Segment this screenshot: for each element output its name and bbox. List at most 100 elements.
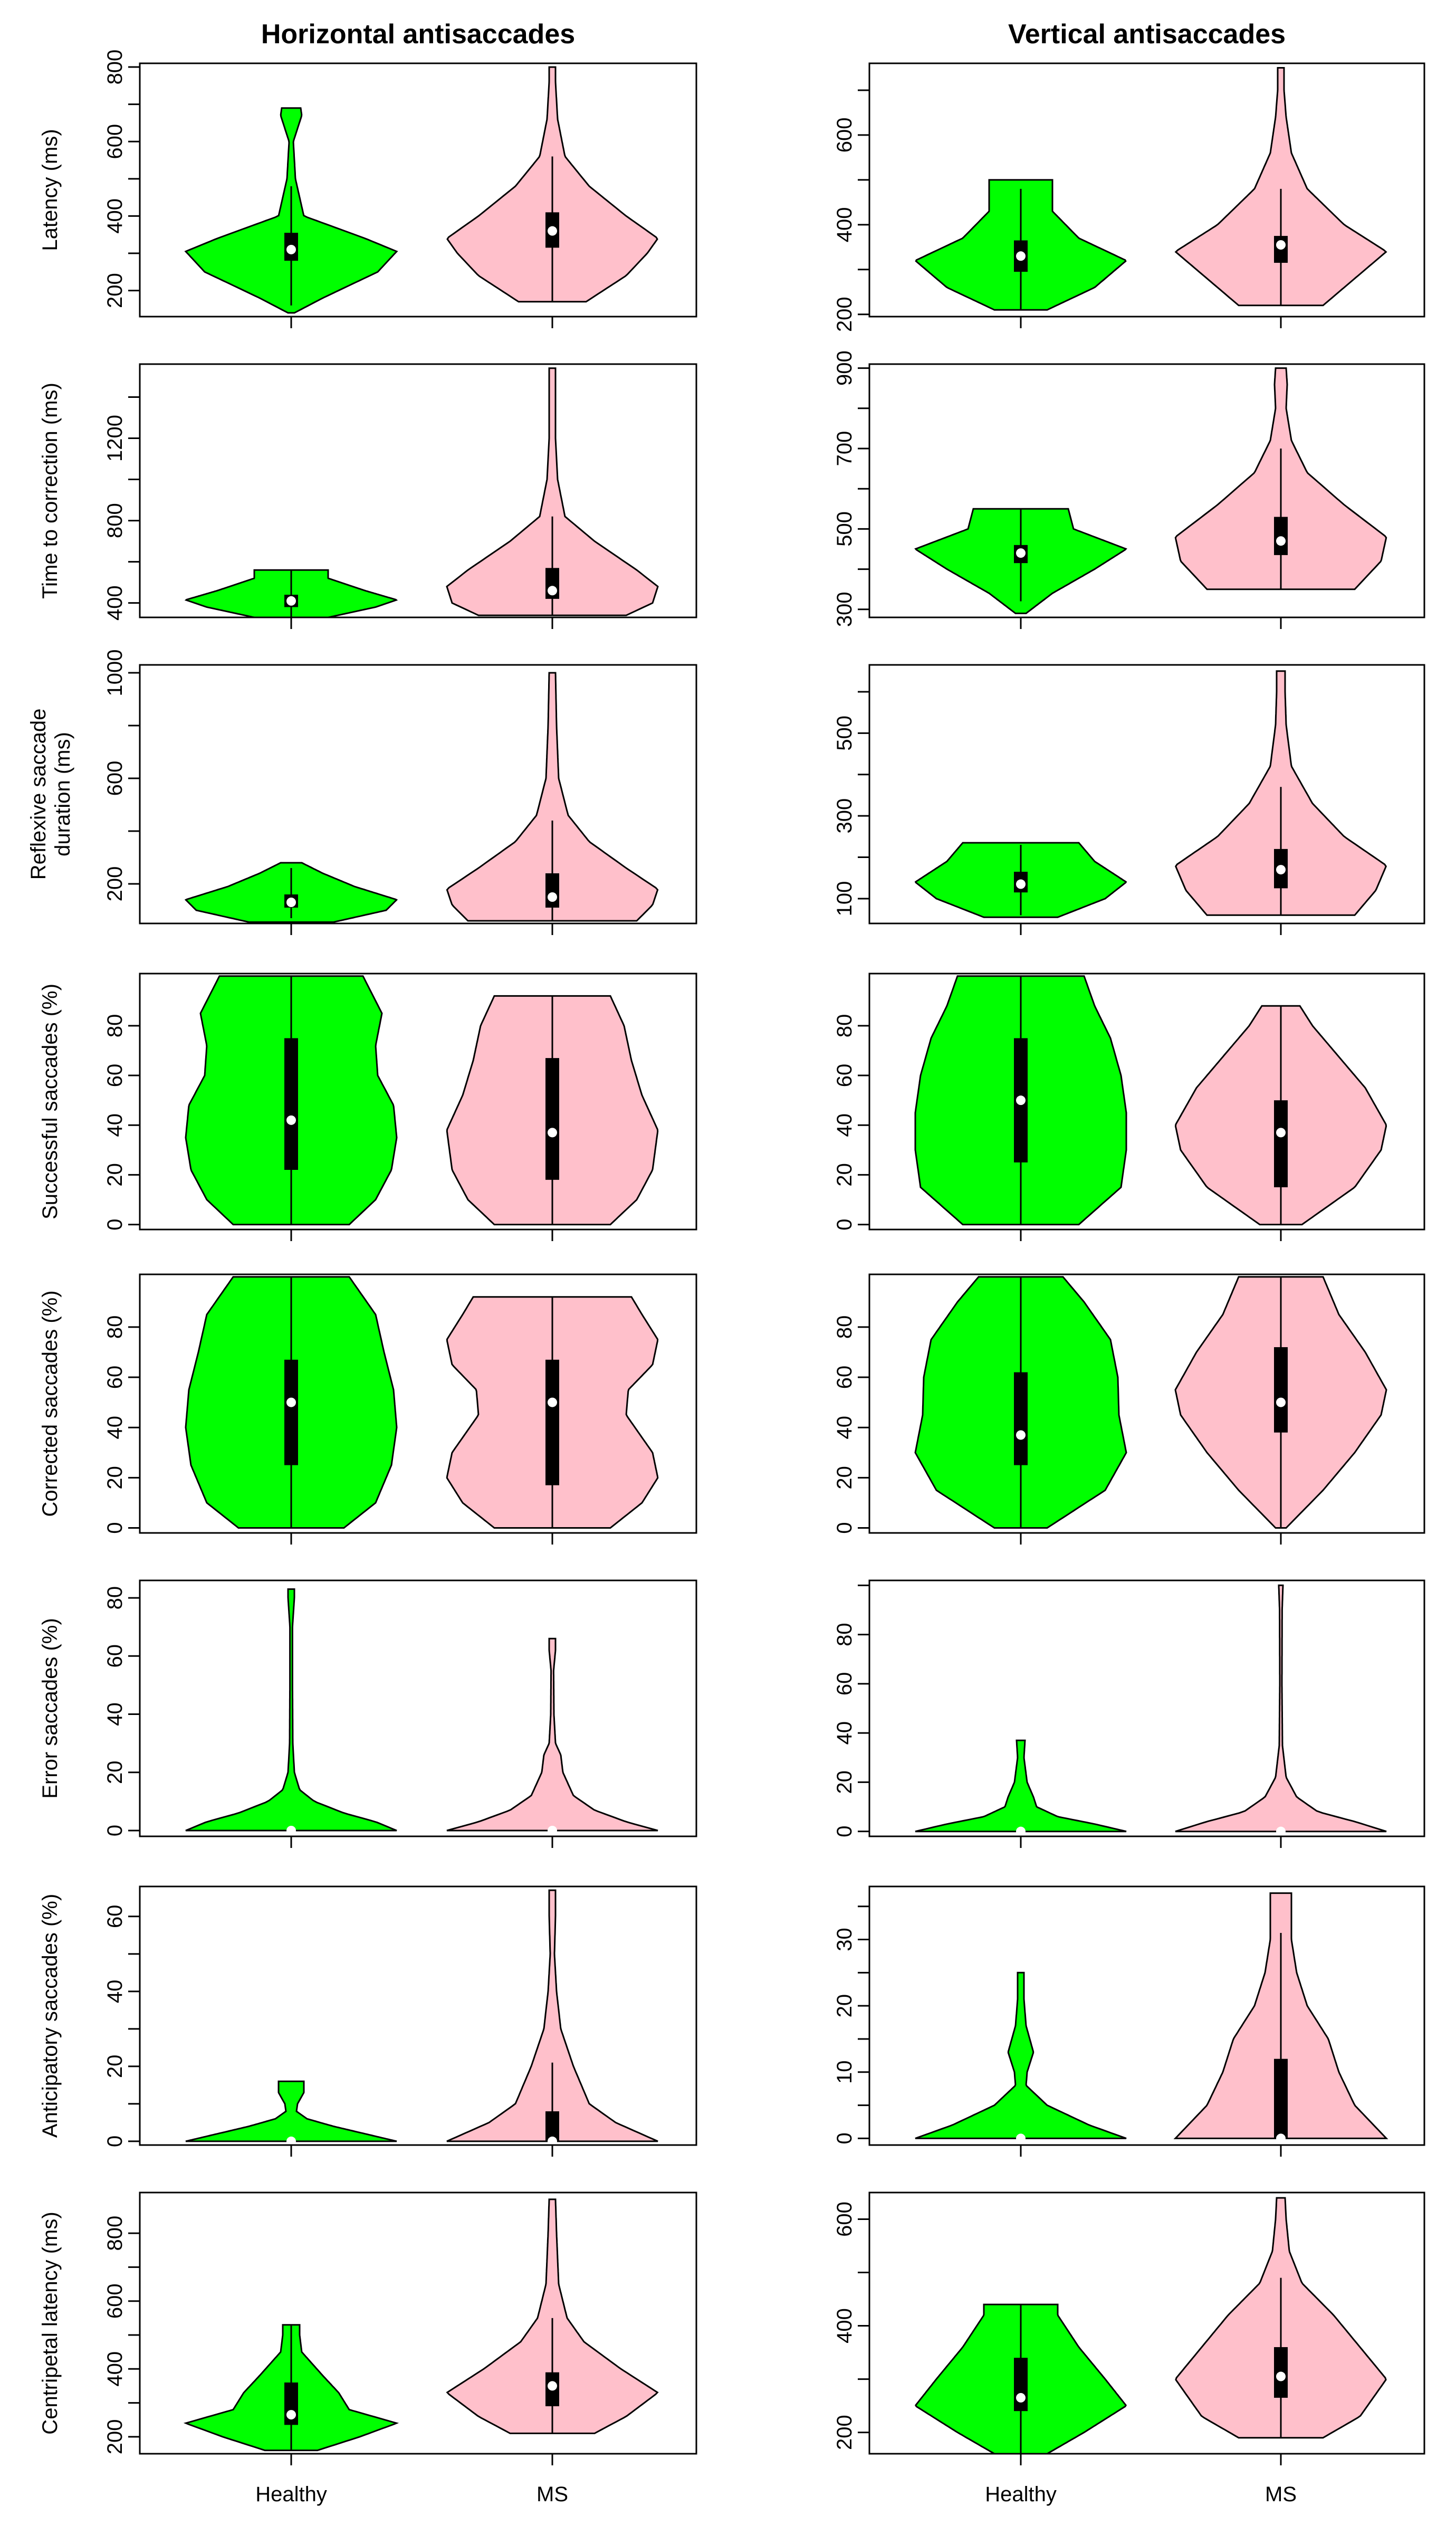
median-dot-ms	[1276, 536, 1286, 546]
y-tick-label: 0	[833, 1218, 856, 1230]
y-tick-label: 20	[103, 2055, 127, 2079]
y-tick-label: 20	[833, 1994, 856, 2018]
y-axis-label-line: Reflexive saccade	[27, 709, 50, 880]
violin-ms	[446, 1889, 658, 2142]
x-tick-label: Healthy	[985, 2483, 1057, 2506]
y-tick-label: 10	[833, 2061, 856, 2084]
panel-7: 0 20 40 60 80	[833, 973, 1425, 1241]
y-tick-label: 60	[103, 1905, 127, 1929]
median-dot-ms	[548, 1128, 557, 1138]
plot-frame	[868, 973, 1425, 1231]
iqr-box-ms	[1274, 2059, 1288, 2139]
plot-frame	[139, 1885, 697, 2146]
y-tick-label: 80	[833, 1014, 856, 1038]
y-tick-label: 40	[103, 1702, 127, 1726]
y-tick-label: 20	[103, 1163, 127, 1187]
median-dot-ms	[1276, 2371, 1286, 2381]
y-tick-label: 600	[103, 761, 127, 796]
y-tick-label: 40	[103, 1980, 127, 2004]
y-tick-label: 20	[833, 1163, 856, 1187]
y-tick-label: 200	[103, 866, 127, 902]
y-tick-label: 300	[833, 798, 856, 834]
y-tick-label: 40	[103, 1113, 127, 1137]
median-dot-healthy	[1016, 1430, 1026, 1440]
violin-ms	[446, 2198, 659, 2434]
iqr-box-ms	[545, 1359, 559, 1485]
y-tick-label: 600	[833, 118, 856, 153]
plot-frame	[139, 363, 697, 618]
plot-frame	[868, 1273, 1425, 1534]
median-dot-healthy	[286, 2410, 296, 2420]
median-dot-ms	[1276, 2133, 1286, 2143]
plot-frame	[868, 2191, 1425, 2455]
y-tick-label: 0	[103, 1522, 127, 1533]
iqr-box-ms	[1274, 1100, 1288, 1187]
y-tick-label: 500	[833, 511, 856, 547]
violin-healthy	[915, 1971, 1127, 2139]
violin-ms	[446, 1637, 658, 1832]
y-tick-label: 40	[103, 1416, 127, 1440]
y-tick-label: 60	[833, 1064, 856, 1087]
y-tick-label: 800	[103, 503, 127, 538]
y-tick-label: 20	[833, 1770, 856, 1794]
y-tick-label: 40	[833, 1113, 856, 1137]
median-dot-healthy	[286, 1397, 296, 1407]
panel-8: Corrected saccades (%) 0 20 40 60 80	[39, 1273, 697, 1545]
iqr-box-healthy	[284, 1359, 298, 1465]
iqr-box-ms	[545, 2111, 559, 2141]
panel-5: 100 300 500	[833, 664, 1425, 935]
y-tick-label: 800	[103, 2216, 127, 2251]
panel-10: Error saccades (%) 0 20 40 60 80	[39, 1579, 697, 1848]
iqr-box-ms	[545, 873, 559, 908]
median-dot-ms	[548, 1825, 557, 1835]
panel-15: 200 400 600 Healthy MS	[833, 2191, 1425, 2506]
y-tick-label: 600	[833, 2202, 856, 2237]
median-dot-ms	[1276, 1826, 1286, 1836]
median-dot-healthy	[286, 2136, 296, 2146]
median-dot-healthy	[286, 1115, 296, 1125]
column-title: Vertical antisaccades	[1008, 19, 1286, 50]
panel-3: 300 500 700 900	[833, 350, 1425, 629]
median-dot-healthy	[1016, 1095, 1026, 1106]
y-axis-label: Anticipatory saccades (%)	[39, 1894, 62, 2138]
iqr-box-ms	[1274, 517, 1288, 555]
median-dot-ms	[1276, 1128, 1286, 1138]
violin-ms	[446, 672, 659, 922]
panel-0: Horizontal antisaccades Latency (ms) 200 40…	[39, 19, 697, 328]
y-tick-label: 600	[103, 124, 127, 159]
x-tick-label: Healthy	[255, 2483, 327, 2506]
y-axis-label: Error saccades (%)	[39, 1618, 62, 1798]
y-tick-label: 200	[833, 2415, 856, 2450]
y-tick-label: 60	[833, 1672, 856, 1696]
median-dot-healthy	[286, 596, 296, 606]
y-tick-label: 80	[103, 1316, 127, 1339]
panel-4: Reflexive saccadeduration (ms) 200 600 1000	[27, 650, 697, 935]
violin-healthy	[915, 1739, 1127, 1833]
panel-9: 0 20 40 60 80	[833, 1273, 1425, 1545]
y-tick-label: 60	[103, 1366, 127, 1389]
plot-frame	[868, 62, 1425, 318]
y-tick-label: 400	[103, 2351, 127, 2387]
y-tick-label: 0	[103, 1218, 127, 1230]
plot-frame	[868, 664, 1425, 925]
median-dot-ms	[548, 2136, 557, 2146]
y-axis-label: Latency (ms)	[39, 129, 62, 251]
plot-frame	[868, 1579, 1425, 1837]
median-dot-healthy	[1016, 548, 1026, 558]
median-dot-healthy	[1016, 1826, 1026, 1836]
violin-ms	[446, 367, 659, 616]
y-tick-label: 40	[833, 1721, 856, 1745]
median-dot-healthy	[286, 244, 296, 254]
panel-13: 0 10 20 30	[833, 1885, 1425, 2157]
y-tick-label: 0	[833, 1522, 856, 1533]
y-tick-label: 600	[103, 2283, 127, 2319]
y-tick-label: 300	[833, 592, 856, 627]
median-dot-ms	[1276, 240, 1286, 250]
y-axis-label: Time to correction (ms)	[39, 383, 62, 599]
y-tick-label: 800	[103, 50, 127, 85]
y-tick-label: 30	[833, 1928, 856, 1951]
median-dot-ms	[548, 892, 557, 902]
y-tick-label: 0	[103, 2136, 127, 2147]
y-tick-label: 200	[103, 2419, 127, 2454]
